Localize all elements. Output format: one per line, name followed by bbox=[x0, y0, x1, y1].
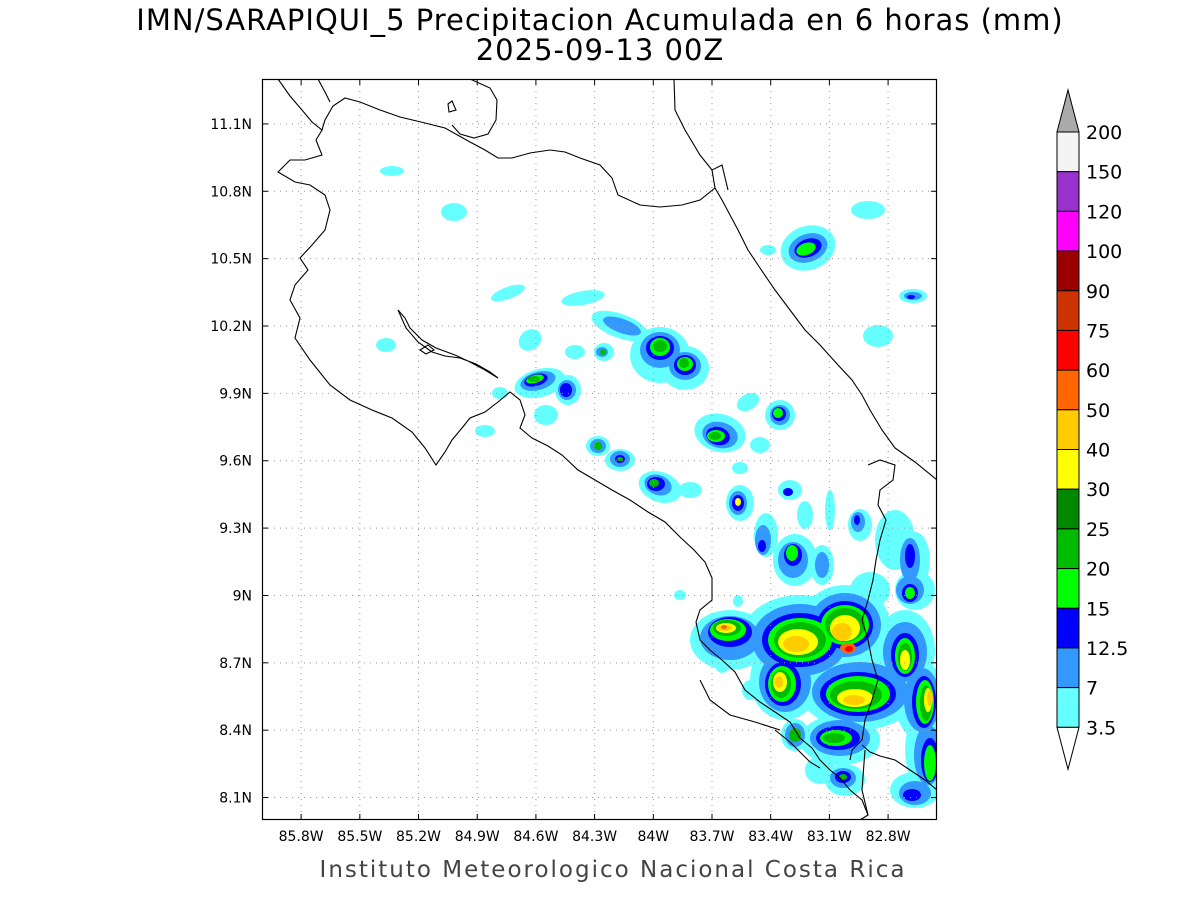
colorbar-label: 15 bbox=[1086, 598, 1110, 620]
colorbar-label: 150 bbox=[1086, 162, 1122, 184]
colorbar-swatch bbox=[1056, 607, 1080, 649]
colorbar-label: 20 bbox=[1086, 559, 1110, 581]
lon-tick-label: 83.1W bbox=[807, 829, 852, 845]
lat-tick-label: 10.8N bbox=[210, 184, 252, 200]
precip-50mm-plus bbox=[721, 625, 856, 653]
colorbar-swatch bbox=[1056, 210, 1080, 252]
lat-tick-label: 11.1N bbox=[210, 117, 252, 133]
longitude-axis: 85.8W 85.5W 85.2W 84.9W 84.6W 84.3W 84W 83.7W 83… bbox=[279, 79, 911, 845]
colorbar-swatch bbox=[1056, 568, 1080, 609]
lat-tick-label: 9.3N bbox=[219, 521, 252, 537]
colorbar-swatch bbox=[1056, 369, 1080, 411]
colorbar-label: 60 bbox=[1086, 360, 1110, 382]
lon-tick-label: 85.2W bbox=[396, 829, 441, 845]
map-subtitle-date: 2025-09-13 00Z bbox=[475, 33, 725, 67]
colorbar-swatch bbox=[1056, 449, 1080, 490]
colorbar-swatch bbox=[1056, 171, 1080, 212]
lat-tick-label: 9.6N bbox=[219, 454, 252, 470]
colorbar-label: 120 bbox=[1086, 201, 1122, 223]
lon-tick-label: 83.7W bbox=[689, 829, 734, 845]
lon-tick-label: 85.5W bbox=[337, 829, 382, 845]
precip-7mm bbox=[520, 233, 937, 805]
colorbar-label: 50 bbox=[1086, 400, 1110, 422]
lat-tick-label: 8.7N bbox=[219, 656, 252, 672]
lat-tick-label: 10.5N bbox=[210, 252, 252, 268]
lon-tick-label: 84.9W bbox=[455, 829, 500, 845]
lon-tick-label: 84.6W bbox=[513, 829, 558, 845]
colorbar-swatch bbox=[1056, 647, 1080, 689]
colorbar-label: 90 bbox=[1086, 281, 1110, 303]
precipitation-field bbox=[376, 166, 937, 808]
colorbar-legend: 200 150 120 100 90 75 60 50 40 30 25 20 15 12.5 7 3.5 bbox=[1056, 88, 1128, 772]
lon-tick-label: 84W bbox=[637, 829, 669, 845]
colorbar-swatch bbox=[1056, 488, 1080, 530]
lat-tick-label: 9.9N bbox=[219, 386, 252, 402]
footer-credit: Instituto Meteorologico Nacional Costa R… bbox=[319, 857, 907, 883]
colorbar-label: 100 bbox=[1086, 241, 1122, 263]
colorbar-swatch bbox=[1056, 329, 1080, 371]
lon-tick-label: 84.3W bbox=[572, 829, 617, 845]
colorbar-label: 3.5 bbox=[1086, 717, 1116, 739]
colorbar-swatch bbox=[1056, 409, 1080, 450]
colorbar-swatch bbox=[1056, 528, 1080, 570]
colorbar-label: 30 bbox=[1086, 479, 1110, 501]
coastline-borders bbox=[262, 79, 937, 820]
colorbar-label: 12.5 bbox=[1086, 638, 1128, 660]
colorbar-top-arrow bbox=[1056, 88, 1080, 133]
map-title: IMN/SARAPIQUI_5 Precipitacion Acumulada … bbox=[136, 3, 1064, 37]
lon-tick-label: 82.8W bbox=[866, 829, 911, 845]
colorbar-swatch bbox=[1056, 131, 1080, 173]
lat-tick-label: 8.4N bbox=[219, 723, 252, 739]
colorbar-label: 7 bbox=[1086, 678, 1098, 700]
colorbar-swatch bbox=[1056, 687, 1080, 728]
colorbar-label: 200 bbox=[1086, 122, 1122, 144]
colorbar-swatch bbox=[1056, 250, 1080, 292]
lat-tick-label: 9N bbox=[233, 588, 252, 604]
lat-tick-label: 8.1N bbox=[219, 791, 252, 807]
latitude-axis: 11.1N 10.8N 10.5N 10.2N 9.9N 9.6N 9.3N 9N 8.7N 8.… bbox=[210, 117, 937, 807]
map-frame bbox=[261, 78, 938, 821]
lat-tick-label: 10.2N bbox=[210, 319, 252, 335]
colorbar-bottom-arrow bbox=[1056, 726, 1080, 772]
colorbar-swatch bbox=[1056, 290, 1080, 331]
colorbar-label: 25 bbox=[1086, 519, 1110, 541]
colorbar-label: 40 bbox=[1086, 440, 1110, 462]
colorbar-label: 75 bbox=[1086, 320, 1110, 342]
lon-tick-label: 83.4W bbox=[748, 829, 793, 845]
lon-tick-label: 85.8W bbox=[279, 829, 324, 845]
